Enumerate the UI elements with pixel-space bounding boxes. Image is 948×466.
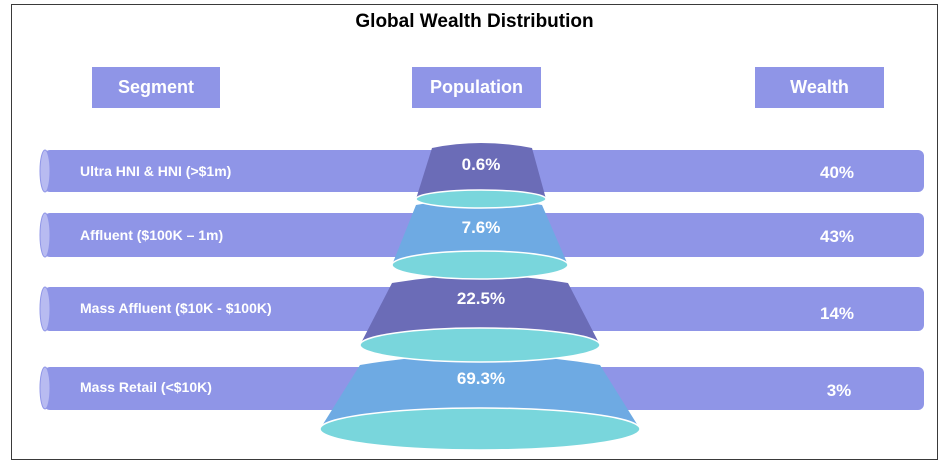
wealth-value: 43% xyxy=(820,227,854,246)
wealth-value: 14% xyxy=(820,304,854,323)
segment-label: Ultra HNI & HNI (>$1m) xyxy=(80,163,231,179)
wealth-value: 3% xyxy=(827,381,852,400)
population-value: 22.5% xyxy=(457,289,505,308)
population-value: 0.6% xyxy=(462,155,501,174)
header-population: Population xyxy=(412,67,541,108)
segment-label: Mass Retail (<$10K) xyxy=(80,379,212,395)
header-segment: Segment xyxy=(92,67,220,108)
population-value: 7.6% xyxy=(462,218,501,237)
header-wealth: Wealth xyxy=(755,67,884,108)
population-value: 69.3% xyxy=(457,369,505,388)
pyramid-tier-3 xyxy=(359,275,601,363)
segment-label: Affluent ($100K – 1m) xyxy=(80,227,223,243)
segment-label: Mass Affluent ($10K - $100K) xyxy=(80,300,272,316)
diagram-title: Global Wealth Distribution xyxy=(355,11,594,32)
pyramid-tier-1 xyxy=(415,143,547,209)
wealth-value: 40% xyxy=(820,163,854,182)
pyramid-tier-4 xyxy=(319,355,641,451)
pyramid-tier-2 xyxy=(391,199,569,280)
